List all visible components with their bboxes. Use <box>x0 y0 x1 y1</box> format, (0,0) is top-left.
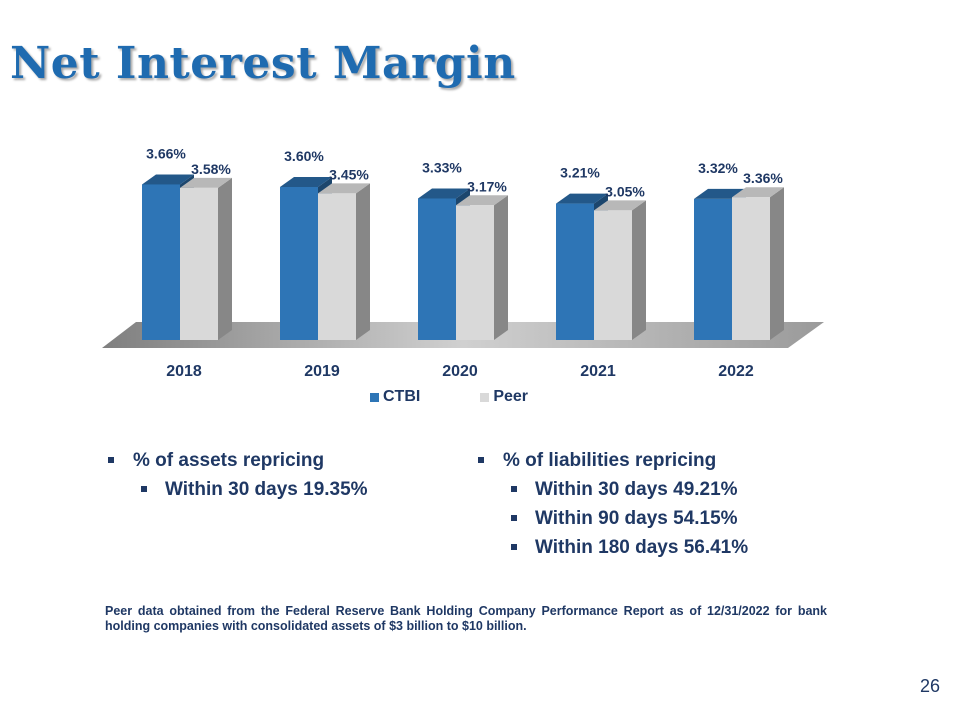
bar-top-ctbi-2020 <box>418 188 470 199</box>
bar-top-ctbi-2021 <box>556 193 608 204</box>
bar-side-peer-2020 <box>494 195 508 340</box>
bar-top-peer-2018 <box>180 177 232 188</box>
bar-ctbi-2022 <box>694 198 732 340</box>
legend-label-ctbi: CTBI <box>383 388 421 405</box>
bar-peer-2020 <box>456 205 494 340</box>
bullet-liabilities-30-days: Within 30 days 49.21% <box>475 475 748 504</box>
chart-legend: CTBI Peer <box>370 388 528 406</box>
bullet-assets-repricing: % of assets repricing <box>105 446 368 475</box>
slide-title: Net Interest Margin <box>10 38 516 89</box>
bar-peer-2018 <box>180 187 218 340</box>
legend-swatch-peer <box>480 392 490 402</box>
data-label-peer-2018: 3.58% <box>191 161 231 177</box>
data-label-ctbi-2020: 3.33% <box>422 159 462 175</box>
bullet-liabilities-90-days: Within 90 days 54.15% <box>475 504 748 533</box>
bar-top-ctbi-2018 <box>142 174 194 185</box>
legend-label-peer: Peer <box>493 388 529 405</box>
x-tick-label-2021: 2021 <box>580 363 616 380</box>
bar-peer-2021 <box>594 210 632 340</box>
x-tick-label-2022: 2022 <box>718 363 754 380</box>
legend-item-peer: Peer <box>480 388 528 406</box>
bullet-liabilities-repricing: % of liabilities repricing <box>475 446 748 475</box>
bar-ctbi-2020 <box>418 198 456 340</box>
bar-top-ctbi-2019 <box>280 177 332 187</box>
bar-side-peer-2022 <box>770 187 784 340</box>
x-tick-label-2020: 2020 <box>442 363 478 380</box>
bar-peer-2019 <box>318 193 356 340</box>
data-label-peer-2019: 3.45% <box>329 166 369 182</box>
bar-side-peer-2019 <box>356 183 370 340</box>
data-label-peer-2022: 3.36% <box>743 170 783 186</box>
bar-side-peer-2018 <box>218 177 232 340</box>
data-label-peer-2020: 3.17% <box>467 178 507 194</box>
data-label-ctbi-2021: 3.21% <box>560 165 600 181</box>
data-label-ctbi-2022: 3.32% <box>698 160 738 176</box>
bullet-liabilities-180-days: Within 180 days 56.41% <box>475 533 748 562</box>
bar-ctbi-2019 <box>280 187 318 340</box>
legend-swatch-ctbi <box>370 392 379 402</box>
liabilities-repricing-list: % of liabilities repricing Within 30 day… <box>475 446 748 562</box>
data-label-ctbi-2019: 3.60% <box>284 148 324 164</box>
net-interest-margin-chart: 3.66% 3.58% 2018 3.60% 3.45% 2019 3.33% 3.17% 20… <box>102 145 824 380</box>
bar-top-peer-2020 <box>456 195 508 206</box>
bar-ctbi-2018 <box>142 184 180 340</box>
bar-top-peer-2019 <box>318 183 370 194</box>
bar-side-peer-2021 <box>632 200 646 340</box>
x-tick-label-2018: 2018 <box>166 363 202 380</box>
peer-data-footnote: Peer data obtained from the Federal Rese… <box>105 604 827 633</box>
bar-top-ctbi-2022 <box>694 188 746 199</box>
data-label-ctbi-2018: 3.66% <box>146 145 186 161</box>
x-tick-label-2019: 2019 <box>304 363 340 380</box>
assets-repricing-list: % of assets repricing Within 30 days 19.… <box>105 446 368 504</box>
bullet-assets-30-days: Within 30 days 19.35% <box>105 475 368 504</box>
page-number: 26 <box>919 676 940 696</box>
legend-item-ctbi: CTBI <box>370 388 420 406</box>
bar-peer-2022 <box>732 197 770 340</box>
bar-top-peer-2022 <box>732 187 784 198</box>
bar-ctbi-2021 <box>556 203 594 340</box>
data-label-peer-2021: 3.05% <box>605 183 645 199</box>
bar-top-peer-2021 <box>594 200 646 211</box>
